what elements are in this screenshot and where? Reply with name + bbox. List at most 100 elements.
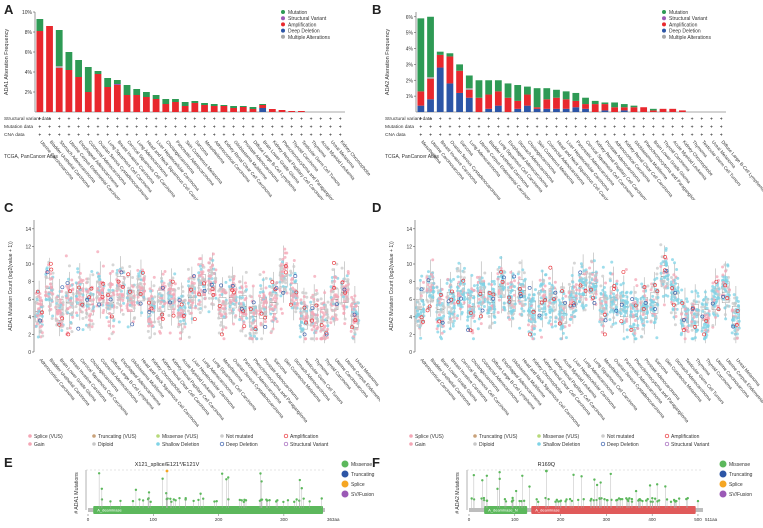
data-point: [244, 334, 248, 338]
data-point: [461, 288, 465, 292]
bar-amplification: [152, 99, 160, 112]
data-point: [310, 314, 314, 318]
data-point: [222, 325, 226, 329]
data-point: [147, 324, 151, 328]
lollipop-head: [295, 498, 298, 501]
data-point: [633, 331, 637, 335]
data-point: [513, 285, 517, 289]
data-point: [674, 282, 678, 286]
data-point: [199, 288, 203, 292]
lollipop-head: [644, 499, 648, 502]
highlight-point: [602, 332, 607, 337]
legend-swatch: [341, 480, 349, 488]
data-point: [210, 271, 214, 275]
data-point: [575, 288, 579, 292]
data-point: [542, 295, 546, 299]
data-point: [604, 300, 608, 304]
track-marker: +: [116, 117, 119, 123]
data-point: [662, 271, 666, 275]
data-point: [676, 297, 680, 301]
data-point: [669, 311, 673, 315]
data-point: [275, 281, 279, 285]
data-point: [131, 289, 135, 293]
lollipop-head: [514, 489, 518, 493]
track-marker: +: [213, 133, 216, 139]
track-marker: +: [720, 133, 723, 139]
highlight-point: [468, 311, 473, 315]
data-point: [635, 284, 639, 288]
data-point: [149, 294, 153, 298]
highlight-point: [589, 287, 593, 292]
highlight-point: [568, 303, 573, 308]
data-point: [214, 280, 218, 284]
data-point: [172, 307, 176, 311]
legend-swatch: [664, 441, 670, 447]
highlight-point: [690, 307, 695, 311]
data-point: [192, 295, 196, 299]
data-point: [38, 296, 42, 300]
data-point: [159, 300, 163, 304]
data-point: [159, 276, 163, 280]
highlight-point: [693, 325, 697, 329]
data-point: [661, 260, 665, 264]
highlight-point: [147, 310, 152, 314]
highlight-point: [578, 270, 583, 275]
data-point: [81, 328, 85, 332]
data-point: [292, 293, 296, 297]
track-marker: +: [48, 125, 51, 131]
data-point: [425, 289, 429, 293]
data-point: [695, 320, 699, 324]
track-marker: +: [478, 125, 481, 131]
x-tick-label: 0: [87, 517, 90, 522]
data-point: [533, 320, 537, 324]
data-point: [655, 276, 659, 280]
data-point: [50, 299, 54, 303]
data-point: [156, 317, 160, 321]
data-point: [213, 277, 217, 281]
data-point: [168, 291, 172, 295]
data-point: [673, 323, 677, 327]
data-point: [583, 308, 587, 312]
data-point: [222, 288, 226, 292]
bar-amplification: [640, 107, 648, 112]
bar-deep-deletion: [514, 108, 522, 112]
highlight-point: [682, 318, 686, 322]
data-point: [669, 280, 673, 284]
data-point: [75, 292, 79, 296]
data-point: [350, 314, 354, 318]
data-point: [488, 307, 492, 311]
highlight-point: [478, 292, 483, 296]
data-point: [87, 307, 91, 311]
x-tick-label: 100: [150, 517, 158, 522]
data-point: [142, 282, 146, 286]
highlight-point: [449, 297, 454, 302]
data-point: [255, 337, 259, 341]
bar-amplification: [94, 74, 102, 112]
data-point: [712, 290, 716, 294]
track-marker: +: [135, 133, 138, 139]
bar-mutation: [514, 85, 522, 101]
lollipop-head: [593, 478, 596, 481]
data-point: [190, 281, 194, 285]
data-point: [422, 308, 426, 312]
track-label: CNA data: [4, 132, 25, 138]
data-point: [520, 307, 524, 311]
data-point: [125, 296, 129, 300]
data-point: [60, 329, 64, 333]
highlight-point: [160, 285, 165, 290]
data-point: [268, 307, 272, 311]
bar-deep-deletion: [582, 108, 589, 112]
highlight-point: [671, 302, 676, 307]
y-axis-label: ADA2 Mutation Count (log2(value + 1)): [389, 241, 395, 331]
data-point: [315, 337, 319, 341]
data-point: [283, 255, 287, 259]
track-marker: +: [700, 117, 703, 123]
bar-mutation: [201, 103, 208, 105]
track-marker: +: [691, 125, 694, 131]
data-point: [193, 291, 197, 295]
track-marker: +: [310, 117, 313, 123]
data-point: [599, 292, 603, 296]
data-point: [638, 315, 642, 319]
data-point: [703, 305, 707, 309]
highlight-point: [528, 332, 532, 337]
